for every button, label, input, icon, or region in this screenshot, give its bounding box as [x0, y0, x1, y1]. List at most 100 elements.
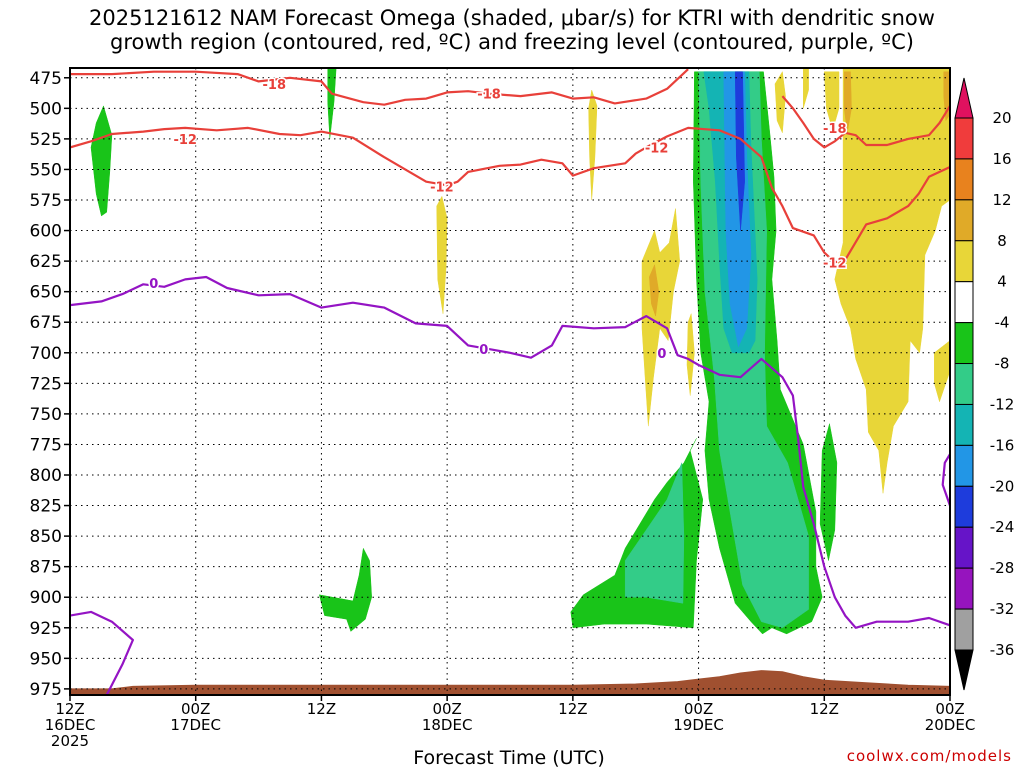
contour-label-2-1: -12: [430, 181, 454, 196]
contour-label-3-1: 0: [479, 343, 488, 358]
y-tick-label-775: 775: [30, 435, 62, 455]
contour-line-5: [70, 610, 134, 695]
contour-label-layer: -18 -18 -18 -12 -12 -12 -12 0 0 0: [148, 76, 848, 363]
contour-label-0-0: -18: [263, 78, 287, 93]
y-tick-label-900: 900: [30, 588, 62, 608]
colorbar-segment-7: [954, 403, 974, 446]
x-tick-label-60-1: 19DEC: [673, 716, 724, 734]
colorbar-segment-11: [954, 567, 974, 610]
omega-region-6: [624, 462, 685, 604]
y-tick-label-950: 950: [30, 649, 62, 669]
colorbar-label-13: -36: [990, 641, 1015, 659]
colorbar-label-12: -32: [990, 600, 1015, 618]
colorbar-label-6: -8: [995, 355, 1010, 373]
colorbar-segment-3: [954, 240, 974, 283]
omega-region-13: [641, 208, 680, 427]
y-tick-label-750: 750: [30, 405, 62, 425]
colorbar-label-7: -12: [990, 395, 1015, 413]
contour-label-3-0: 0: [149, 277, 158, 292]
chart-title: 2025121612 NAM Forecast Omega (shaded, μ…: [0, 6, 1024, 54]
colorbar-label-9: -20: [990, 477, 1015, 495]
y-tick-label-800: 800: [30, 466, 62, 486]
omega-region-0: [90, 105, 113, 217]
y-tick-label-875: 875: [30, 558, 62, 578]
x-tick-label-72-0: 12Z: [810, 700, 839, 718]
omega-region-17: [824, 71, 840, 132]
y-tick-label-550: 550: [30, 160, 62, 180]
y-tick-label-825: 825: [30, 497, 62, 517]
y-axis-ticks: 475 500 525 550 575 600 625 650 675 700 725 750 775 8…: [30, 69, 70, 700]
contour-line-1: [781, 95, 950, 149]
colorbar-segment-12: [954, 608, 974, 651]
contour-label-3-2: 0: [657, 347, 666, 362]
omega-region-11: [436, 195, 448, 314]
x-tick-label-0-0: 12Z: [55, 700, 84, 718]
omega-region-10: [734, 71, 745, 231]
colorbar: 20 16 12 8 4 -4 -8 -12 -16 -20 -24 -28 -32 -36: [954, 77, 1015, 691]
colorbar-bottom-arrow: [954, 649, 974, 691]
x-tick-label-60-0: 00Z: [684, 700, 713, 718]
y-tick-label-600: 600: [30, 222, 62, 242]
plot-frame: [69, 67, 951, 696]
colorbar-label-3: 8: [997, 232, 1007, 250]
omega-region-14: [686, 313, 695, 396]
contour-label-0-1: -18: [477, 88, 501, 103]
y-tick-label-475: 475: [30, 69, 62, 89]
contour-label-2-0: -12: [173, 133, 197, 148]
omega-region-5: [819, 423, 838, 561]
x-tick-label-12-1: 17DEC: [170, 716, 221, 734]
colorbar-segment-6: [954, 363, 974, 405]
colorbar-segment-9: [954, 485, 974, 528]
omega-region-16: [803, 68, 809, 109]
contour-line-0: [70, 68, 689, 106]
colorbar-label-8: -16: [990, 436, 1015, 454]
y-tick-label-575: 575: [30, 191, 62, 211]
x-tick-label-84-1: 20DEC: [925, 716, 976, 734]
omega-region-9: [723, 71, 752, 348]
y-tick-label-975: 975: [30, 680, 62, 700]
x-tick-label-0-1: 16DEC: [45, 716, 96, 734]
contour-line-4: [941, 451, 950, 506]
x-tick-label-36-1: 18DEC: [422, 716, 473, 734]
colorbar-top-arrow: [954, 77, 974, 119]
y-tick-label-650: 650: [30, 283, 62, 303]
colorbar-segment-10: [954, 526, 974, 569]
y-tick-label-525: 525: [30, 130, 62, 150]
y-tick-label-700: 700: [30, 344, 62, 364]
y-tick-label-625: 625: [30, 252, 62, 272]
title-line-2: growth region (contoured, red, ºC) and f…: [110, 30, 914, 54]
y-tick-label-675: 675: [30, 313, 62, 333]
colorbar-segment-2: [954, 199, 974, 242]
omega-region-12: [588, 89, 598, 201]
x-tick-label-24-0: 12Z: [307, 700, 336, 718]
omega-shading-layer: [90, 68, 950, 635]
omega-region-1: [327, 68, 337, 139]
omega-region-21: [843, 71, 852, 133]
contour-line-2: [70, 126, 950, 264]
colorbar-segment-4: [954, 281, 974, 324]
colorbar-label-4: 4: [997, 273, 1007, 291]
contour-label-2-3: -12: [823, 256, 847, 271]
colorbar-segment-0: [954, 117, 974, 160]
contour-label-0-2: -18: [823, 122, 847, 137]
y-tick-label-925: 925: [30, 619, 62, 639]
contour-label-2-2: -12: [645, 141, 669, 156]
x-tick-label-84-0: 00Z: [935, 700, 964, 718]
credit-text: coolwx.com/models: [846, 747, 1012, 765]
x-tick-label-36-0: 00Z: [432, 700, 461, 718]
y-tick-label-850: 850: [30, 527, 62, 547]
colorbar-label-2: 12: [992, 191, 1011, 209]
omega-region-19: [934, 340, 950, 403]
x-tick-label-12-0: 00Z: [181, 700, 210, 718]
colorbar-label-11: -28: [990, 559, 1015, 577]
x-tick-label-0-2: 2025: [51, 732, 89, 750]
omega-region-15: [774, 70, 786, 133]
y-tick-label-725: 725: [30, 374, 62, 394]
colorbar-label-0: 20: [992, 109, 1011, 127]
colorbar-segment-5: [954, 322, 974, 365]
title-line-1: 2025121612 NAM Forecast Omega (shaded, μ…: [89, 6, 935, 30]
omega-region-2: [318, 547, 372, 632]
contour-layer: [70, 68, 950, 695]
